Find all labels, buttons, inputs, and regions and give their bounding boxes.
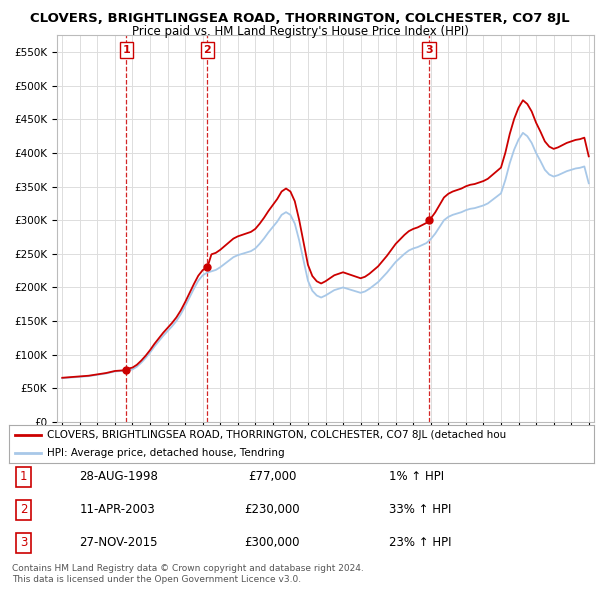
Text: 11-APR-2003: 11-APR-2003 [79, 503, 155, 516]
Text: HPI: Average price, detached house, Tendring: HPI: Average price, detached house, Tend… [47, 448, 284, 458]
Text: 2: 2 [203, 45, 211, 55]
Text: 1% ↑ HPI: 1% ↑ HPI [389, 470, 445, 483]
Text: 3: 3 [20, 536, 28, 549]
Text: CLOVERS, BRIGHTLINGSEA ROAD, THORRINGTON, COLCHESTER, CO7 8JL (detached hou: CLOVERS, BRIGHTLINGSEA ROAD, THORRINGTON… [47, 430, 506, 440]
Text: £77,000: £77,000 [248, 470, 296, 483]
Text: Price paid vs. HM Land Registry's House Price Index (HPI): Price paid vs. HM Land Registry's House … [131, 25, 469, 38]
Text: 3: 3 [425, 45, 433, 55]
Text: Contains HM Land Registry data © Crown copyright and database right 2024.: Contains HM Land Registry data © Crown c… [12, 565, 364, 573]
Text: CLOVERS, BRIGHTLINGSEA ROAD, THORRINGTON, COLCHESTER, CO7 8JL: CLOVERS, BRIGHTLINGSEA ROAD, THORRINGTON… [30, 12, 570, 25]
Text: 23% ↑ HPI: 23% ↑ HPI [389, 536, 452, 549]
Text: This data is licensed under the Open Government Licence v3.0.: This data is licensed under the Open Gov… [12, 575, 301, 584]
Text: 2: 2 [20, 503, 28, 516]
Text: 33% ↑ HPI: 33% ↑ HPI [389, 503, 452, 516]
Text: 1: 1 [20, 470, 28, 483]
Text: £300,000: £300,000 [245, 536, 300, 549]
Text: £230,000: £230,000 [244, 503, 300, 516]
Text: 1: 1 [122, 45, 130, 55]
Text: 28-AUG-1998: 28-AUG-1998 [79, 470, 158, 483]
Text: 27-NOV-2015: 27-NOV-2015 [79, 536, 158, 549]
